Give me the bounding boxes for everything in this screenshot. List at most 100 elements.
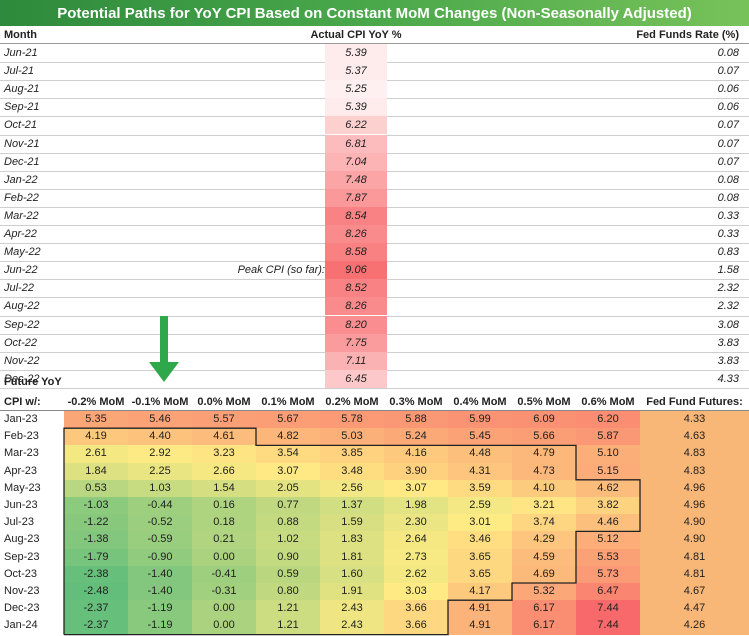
future-cpi-cell: 1.98 <box>384 497 448 515</box>
future-cpi-cell: 6.09 <box>512 411 576 429</box>
history-ff-value: 0.07 <box>717 155 739 168</box>
future-cpi-cell: 4.19 <box>64 428 128 446</box>
future-cpi-cell: 3.82 <box>576 497 640 515</box>
history-ff-value: 3.83 <box>717 354 739 367</box>
future-cpi-cell: 2.61 <box>64 445 128 463</box>
future-month: Oct-23 <box>4 567 38 580</box>
history-cpi-value: 8.26 <box>325 225 387 243</box>
history-month: Oct-22 <box>4 336 38 349</box>
future-cpi-cell: 1.81 <box>320 548 384 566</box>
future-cpi-cell: 0.18 <box>192 514 256 532</box>
future-cpi-cell: 4.16 <box>384 445 448 463</box>
future-cpi-cell: 0.90 <box>256 548 320 566</box>
history-ff-value: 2.32 <box>717 300 739 313</box>
history-cpi-value: 5.25 <box>325 80 387 99</box>
future-cpi-cell: 4.79 <box>512 445 576 463</box>
history-row: Nov-22 7.11 3.83 <box>0 351 749 370</box>
future-cpi-cell: 0.00 <box>192 600 256 618</box>
history-cpi-value: 5.39 <box>325 98 387 117</box>
history-row: Oct-21 6.22 0.07 <box>0 116 749 135</box>
history-ff-value: 3.83 <box>717 336 739 349</box>
future-month: Feb-23 <box>4 430 39 443</box>
future-cpi-cell: 5.24 <box>384 428 448 446</box>
future-cpi-cell: 1.21 <box>256 617 320 635</box>
history-month: Sep-21 <box>4 101 40 114</box>
future-cpi-cell: 6.20 <box>576 411 640 429</box>
future-cpi-cell: -2.38 <box>64 565 128 583</box>
ff-column-header: Fed Funds Rate (%) <box>636 29 739 41</box>
future-cpi-cell: 3.03 <box>384 583 448 601</box>
future-cpi-cell: 4.59 <box>512 548 576 566</box>
future-column-header: 0.0% MoM <box>197 396 251 408</box>
history-ff-value: 4.33 <box>717 372 739 385</box>
future-month: May-23 <box>4 481 41 494</box>
future-cpi-cell: 3.21 <box>512 497 576 515</box>
future-cpi-cell: 5.73 <box>576 565 640 583</box>
history-month: Aug-22 <box>4 300 40 313</box>
history-row: Sep-22 8.20 3.08 <box>0 315 749 334</box>
future-cpi-cell: 2.92 <box>128 445 192 463</box>
future-cpi-cell: -1.19 <box>128 617 192 635</box>
chart-title: Potential Paths for YoY CPI Based on Con… <box>57 4 692 22</box>
future-cpi-cell: 5.10 <box>576 445 640 463</box>
future-cpi-cell: 0.21 <box>192 531 256 549</box>
future-cpi-cell: 3.54 <box>256 445 320 463</box>
future-cpi-cell: 1.37 <box>320 497 384 515</box>
future-section-title: Future YoY <box>4 376 62 388</box>
history-row: Dec-21 7.04 0.07 <box>0 152 749 171</box>
future-cpi-cell: -0.90 <box>128 548 192 566</box>
history-ff-value: 0.07 <box>717 119 739 132</box>
history-row: Feb-22 7.87 0.08 <box>0 188 749 207</box>
history-row: Oct-22 7.75 3.83 <box>0 333 749 352</box>
history-month: Jan-22 <box>4 173 38 186</box>
history-month: Jun-21 <box>4 47 38 59</box>
history-month: Feb-22 <box>4 191 39 204</box>
history-cpi-value: 6.45 <box>325 369 387 388</box>
history-cpi-value: 7.04 <box>325 152 387 171</box>
future-cpi-cell: 5.35 <box>64 411 128 429</box>
history-cpi-value: 7.48 <box>325 170 387 189</box>
history-row: Jan-22 7.48 0.08 <box>0 170 749 189</box>
future-cpi-cell: 1.02 <box>256 531 320 549</box>
future-cpi-cell: 3.90 <box>384 462 448 480</box>
future-cpi-cell: 0.53 <box>64 479 128 497</box>
future-cpi-cell: 1.03 <box>128 479 192 497</box>
month-column-header: Month <box>4 29 37 41</box>
future-cpi-cell: 1.91 <box>320 583 384 601</box>
future-cpi-cell: 2.62 <box>384 565 448 583</box>
future-cpi-cell: 2.59 <box>448 497 512 515</box>
history-month: Jul-22 <box>4 282 34 295</box>
history-row: Jun-22 Peak CPI (so far): 9.06 1.58 <box>0 261 749 280</box>
future-cpi-cell: 2.05 <box>256 479 320 497</box>
future-cpi-cell: 4.69 <box>512 565 576 583</box>
future-cpi-cell: -1.38 <box>64 531 128 549</box>
future-column-header: 0.6% MoM <box>581 396 635 408</box>
history-month: Oct-21 <box>4 119 38 132</box>
future-cpi-cell: 0.88 <box>256 514 320 532</box>
future-header-divider <box>0 410 749 411</box>
future-column-header: 0.4% MoM <box>453 396 507 408</box>
future-cpi-cell: 2.30 <box>384 514 448 532</box>
future-cpi-cell: 3.48 <box>320 462 384 480</box>
fed-fund-futures-cell: 4.81 <box>640 565 749 583</box>
history-month: Jun-22 <box>4 264 38 277</box>
future-month: Mar-23 <box>4 447 39 460</box>
future-cpi-cell: -1.03 <box>64 497 128 515</box>
fed-fund-futures-cell: 4.90 <box>640 531 749 549</box>
future-cpi-cell: 2.73 <box>384 548 448 566</box>
future-cpi-cell: 5.88 <box>384 411 448 429</box>
history-cpi-value: 9.06 <box>325 261 387 280</box>
future-cpi-cell: 5.53 <box>576 548 640 566</box>
history-row: May-22 8.58 0.83 <box>0 243 749 262</box>
future-cpi-cell: 5.12 <box>576 531 640 549</box>
future-cpi-cell: 3.65 <box>448 565 512 583</box>
future-month: Dec-23 <box>4 602 40 615</box>
future-cpi-cell: -2.37 <box>64 600 128 618</box>
future-cpi-cell: -0.31 <box>192 583 256 601</box>
future-cpi-cell: 4.91 <box>448 600 512 618</box>
future-cpi-cell: 4.62 <box>576 479 640 497</box>
history-cpi-value: 8.54 <box>325 206 387 225</box>
history-ff-value: 2.32 <box>717 282 739 295</box>
future-cpi-cell: 5.67 <box>256 411 320 429</box>
future-cpi-cell: 5.15 <box>576 462 640 480</box>
